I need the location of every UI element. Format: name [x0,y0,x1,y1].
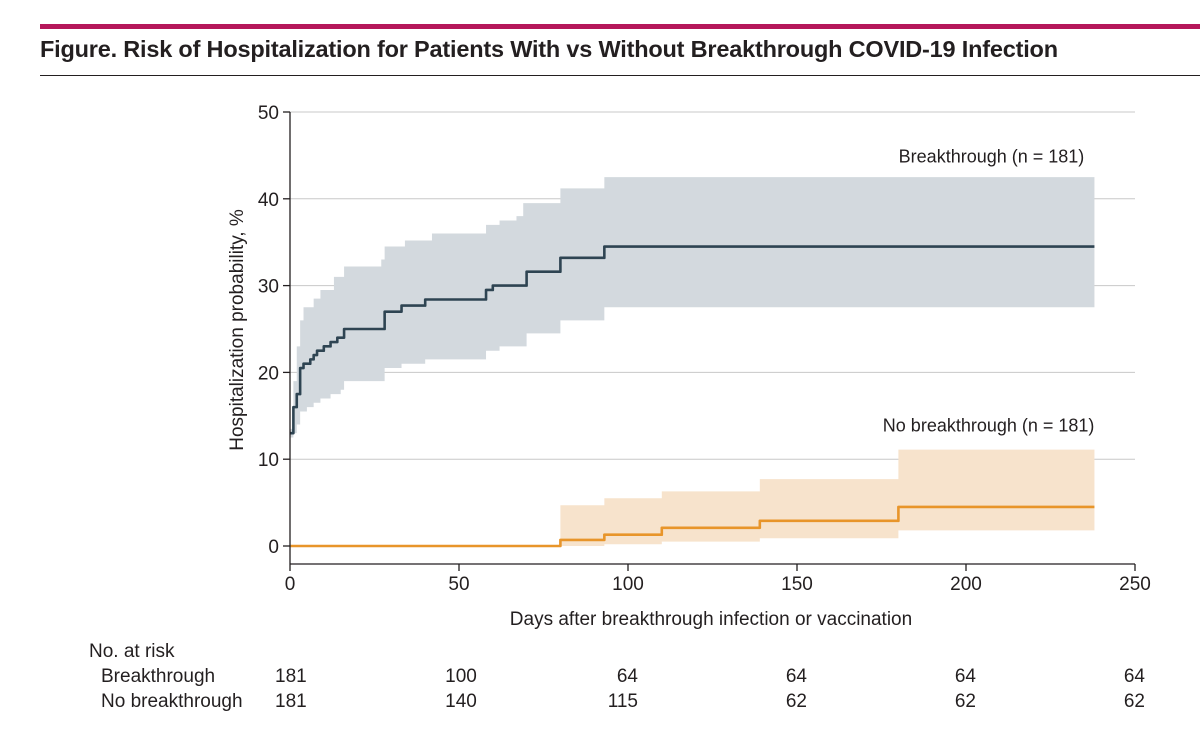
risk-cell: 64 [786,666,808,687]
y-tick-label: 0 [268,537,279,558]
figure-title: Figure. Risk of Hospitalization for Pati… [40,36,1058,62]
annotation-breakthrough: Breakthrough (n = 181) [899,146,1085,166]
annotations: Breakthrough (n = 181) No breakthrough (n… [883,146,1095,435]
y-tick-label: 10 [258,450,279,471]
x-axis-label: Days after breakthrough infection or vac… [510,609,912,630]
risk-cell: 64 [617,666,639,687]
risk-cell: 62 [955,691,976,712]
risk-cell: 181 [275,666,307,687]
risk-cell: 181 [275,691,307,712]
y-tick-label: 20 [258,363,279,384]
ci-band-no-breakthrough [560,449,1095,546]
y-tick-label: 30 [258,277,279,298]
risk-cell: 62 [786,691,807,712]
risk-table: No. at risk Breakthrough 181 100 64 64 64 64 No … [89,641,1145,712]
risk-table-header: No. at risk [89,641,175,662]
axes: 0 10 20 30 40 50 0 50 100 150 200 250 [258,103,1151,595]
confidence-bands [290,177,1095,546]
x-tick-label: 50 [448,574,469,595]
series-line-breakthrough [290,245,1095,435]
x-tick-label: 250 [1119,574,1151,595]
title-divider [40,75,1200,76]
x-tick-label: 200 [950,574,982,595]
risk-cell: 64 [1124,666,1146,687]
risk-cell: 115 [608,691,638,712]
risk-row-label: Breakthrough [101,666,215,687]
x-tick-label: 100 [612,574,644,595]
y-tick-label: 50 [258,103,279,124]
risk-row-label: No breakthrough [101,691,243,712]
risk-cell: 64 [955,666,977,687]
x-tick-label: 150 [781,574,813,595]
ci-band-breakthrough [290,177,1095,438]
risk-cell: 140 [445,691,477,712]
x-tick-label: 0 [285,574,296,595]
risk-cell: 62 [1124,691,1145,712]
annotation-no-breakthrough: No breakthrough (n = 181) [883,415,1095,435]
series-lines [290,245,1095,548]
series-line-no-breakthrough [290,505,1095,548]
accent-rule [40,24,1200,29]
y-tick-label: 40 [258,190,279,211]
risk-cell: 100 [445,666,477,687]
y-axis-label: Hospitalization probability, % [227,209,248,451]
